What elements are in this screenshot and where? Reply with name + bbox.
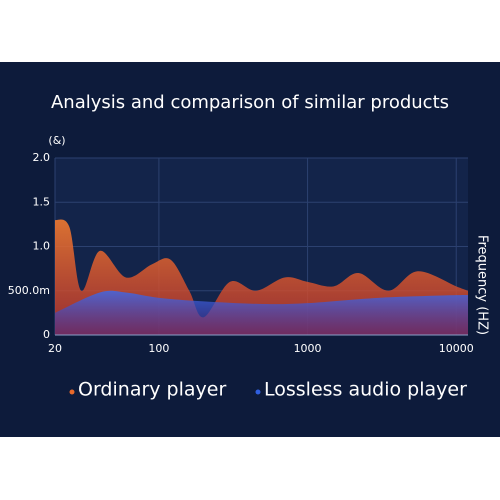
legend-label: Lossless audio player <box>264 379 467 401</box>
x-tick-label: 20 <box>48 342 62 355</box>
x-tick-label: 100 <box>148 342 169 355</box>
x-tick-label: 1000 <box>294 342 322 355</box>
x-tick-label: 10000 <box>439 342 474 355</box>
chart-title: Analysis and comparison of similar produ… <box>51 92 449 113</box>
legend-label: Ordinary player <box>78 379 226 401</box>
y-axis-label: (&) <box>48 134 65 147</box>
y-tick-label: 500.0m <box>8 284 50 297</box>
x-axis-label: Frequency (HZ) <box>475 235 490 335</box>
y-tick-label: 0 <box>43 328 50 341</box>
y-tick-label: 2.0 <box>33 151 51 164</box>
legend-marker <box>69 389 75 395</box>
y-tick-label: 1.0 <box>33 240 51 253</box>
y-tick-label: 1.5 <box>33 195 51 208</box>
area <box>55 290 468 335</box>
legend-marker <box>255 389 261 395</box>
